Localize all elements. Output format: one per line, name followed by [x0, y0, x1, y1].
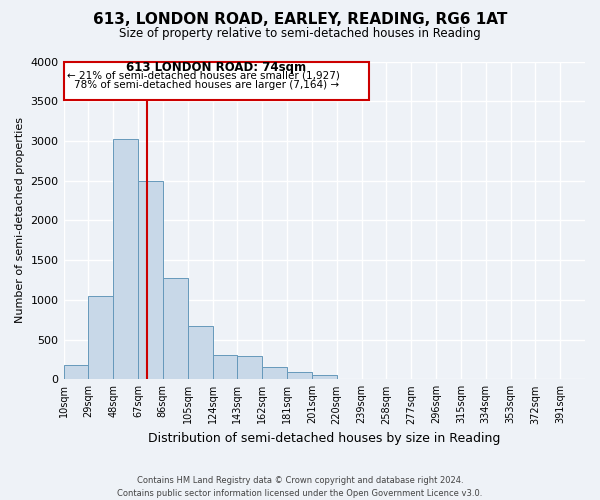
Bar	[262, 367, 287, 380]
Bar	[138, 182, 163, 380]
Bar	[163, 278, 188, 380]
Text: 613, LONDON ROAD, EARLEY, READING, RG6 1AT: 613, LONDON ROAD, EARLEY, READING, RG6 1…	[93, 12, 507, 28]
Text: Contains HM Land Registry data © Crown copyright and database right 2024.
Contai: Contains HM Land Registry data © Crown c…	[118, 476, 482, 498]
Bar	[337, 378, 362, 380]
Bar	[287, 372, 312, 380]
Bar	[88, 296, 113, 380]
Bar	[212, 356, 238, 380]
Bar	[238, 356, 262, 380]
Bar	[312, 375, 337, 380]
Bar	[188, 326, 212, 380]
Text: ← 21% of semi-detached houses are smaller (1,927): ← 21% of semi-detached houses are smalle…	[67, 71, 340, 81]
Text: Size of property relative to semi-detached houses in Reading: Size of property relative to semi-detach…	[119, 28, 481, 40]
FancyBboxPatch shape	[64, 62, 369, 100]
Y-axis label: Number of semi-detached properties: Number of semi-detached properties	[15, 118, 25, 324]
Bar	[113, 138, 138, 380]
Text: 613 LONDON ROAD: 74sqm: 613 LONDON ROAD: 74sqm	[126, 62, 307, 74]
Bar	[64, 366, 88, 380]
X-axis label: Distribution of semi-detached houses by size in Reading: Distribution of semi-detached houses by …	[148, 432, 500, 445]
Text: 78% of semi-detached houses are larger (7,164) →: 78% of semi-detached houses are larger (…	[74, 80, 339, 90]
